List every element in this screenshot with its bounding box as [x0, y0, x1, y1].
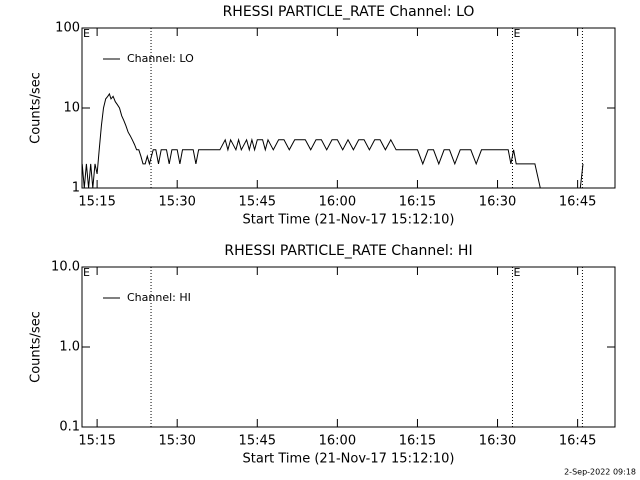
x-axis-label: Start Time (21-Nov-17 15:12:10) [243, 213, 455, 228]
x-tick-label: 16:30 [479, 195, 516, 210]
x-tick-label: 15:15 [78, 195, 115, 210]
y-tick-label: 10.0 [51, 260, 80, 275]
x-tick-label: 15:30 [158, 195, 195, 210]
x-tick-label: 15:30 [158, 434, 195, 449]
y-tick-label: 1.0 [59, 340, 80, 355]
x-tick-label: 15:45 [239, 195, 276, 210]
legend-label: Channel: HI [127, 291, 191, 304]
annotation: E [513, 266, 520, 279]
footer: 2-Sep-2022 09:18 [564, 468, 636, 477]
legend-label: Channel: LO [127, 52, 194, 65]
x-tick-label: 15:15 [78, 434, 115, 449]
annotation: E [513, 27, 520, 40]
x-axis-label: Start Time (21-Nov-17 15:12:10) [243, 452, 455, 467]
x-tick-label: 16:00 [319, 434, 356, 449]
x-tick-label: 16:15 [399, 195, 436, 210]
y-tick-label: 1 [72, 181, 80, 196]
y-tick-label: 0.1 [59, 420, 80, 435]
y-axis-label: Counts/sec [29, 72, 44, 144]
annotation: E [83, 266, 90, 279]
x-tick-label: 16:00 [319, 195, 356, 210]
chart-title: RHESSI PARTICLE_RATE Channel: HI [224, 243, 472, 259]
x-tick-label: 16:30 [479, 434, 516, 449]
annotation: E [83, 27, 90, 40]
y-tick-label: 100 [55, 21, 80, 36]
y-tick-label: 10 [63, 101, 80, 116]
x-tick-label: 15:45 [239, 434, 276, 449]
x-tick-label: 16:45 [559, 195, 596, 210]
y-axis-label: Counts/sec [29, 311, 44, 383]
data-line [81, 92, 584, 189]
chart-title: RHESSI PARTICLE_RATE Channel: LO [223, 4, 475, 20]
x-tick-label: 16:15 [399, 434, 436, 449]
x-tick-label: 16:45 [559, 434, 596, 449]
